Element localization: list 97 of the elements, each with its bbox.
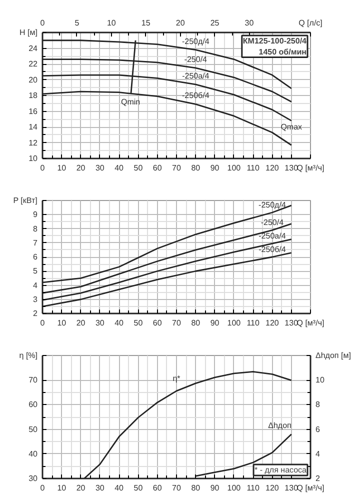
x-tick-label: 100 bbox=[227, 484, 242, 492]
series-label: -250/4 bbox=[260, 218, 284, 228]
x-tick-label: 130 bbox=[284, 484, 299, 492]
x-tick-label: 60 bbox=[152, 318, 162, 328]
y-axis-title: η [%] bbox=[19, 351, 38, 360]
x-tick-label: 80 bbox=[191, 484, 201, 492]
x-tick-label: 120 bbox=[266, 484, 280, 492]
y-tick-label: 18 bbox=[28, 91, 38, 100]
x-tick-label: 130 bbox=[284, 318, 299, 328]
x-tick-label: 60 bbox=[152, 164, 162, 172]
x-tick-label: 80 bbox=[191, 318, 201, 328]
x2-tick-label: 10 bbox=[106, 18, 116, 28]
y2-axis-title: Δhдоп [м] bbox=[316, 351, 351, 360]
x2-tick-label: 0 bbox=[40, 18, 46, 28]
x-tick-label: 110 bbox=[246, 164, 260, 172]
y-tick-label: 12 bbox=[28, 138, 38, 148]
x2-tick-label: 30 bbox=[244, 18, 254, 28]
series-label: Δhдоп bbox=[268, 421, 292, 430]
x-tick-label: 0 bbox=[40, 318, 46, 328]
y-tick-label: 2 bbox=[33, 309, 38, 318]
x-tick-label: 20 bbox=[76, 484, 86, 492]
y-tick-label: 5 bbox=[33, 266, 38, 276]
x-tick-label: 100 bbox=[227, 164, 242, 172]
annotation: КМ125-100-250/4 1450 об/мин bbox=[242, 36, 308, 56]
y-tick-label: 60 bbox=[28, 400, 38, 410]
x-tick-label: 30 bbox=[95, 318, 105, 328]
x-tick-label: 70 bbox=[172, 484, 182, 492]
x2-axis-title: Q [л/с] bbox=[298, 18, 322, 28]
x2-tick-label: 15 bbox=[141, 18, 151, 28]
y-tick-label: 8 bbox=[33, 224, 38, 234]
y-tick-label: 20 bbox=[28, 75, 38, 84]
x2-tick-label: 25 bbox=[210, 18, 220, 28]
x-tick-label: 60 bbox=[152, 484, 162, 492]
x-tick-label: 120 bbox=[266, 164, 280, 172]
y-tick-label: 40 bbox=[28, 449, 38, 458]
x-tick-label: 30 bbox=[95, 164, 105, 172]
y2-tick-label: 6 bbox=[316, 424, 320, 434]
annotation: Qmax bbox=[280, 122, 302, 132]
x-tick-label: 20 bbox=[76, 164, 86, 172]
x-tick-label: 10 bbox=[57, 164, 67, 172]
x-tick-label: 10 bbox=[57, 318, 67, 328]
series-label: -250д/4 bbox=[182, 36, 210, 46]
annotation: Qmin bbox=[121, 98, 140, 106]
x-tick-label: 20 bbox=[76, 318, 86, 328]
x-axis-title: Q [м³/ч] bbox=[296, 318, 324, 328]
x-tick-label: 0 bbox=[40, 164, 46, 172]
y-tick-label: 9 bbox=[33, 210, 38, 220]
x-tick-label: 130 bbox=[284, 164, 299, 172]
x2-tick-label: 20 bbox=[176, 18, 186, 28]
x-tick-label: 110 bbox=[246, 318, 260, 328]
x-tick-label: 50 bbox=[134, 484, 144, 492]
x-tick-label: 90 bbox=[210, 484, 220, 492]
y-tick-label: 50 bbox=[28, 424, 38, 434]
series-label: η* bbox=[172, 374, 180, 383]
y-tick-label: 14 bbox=[28, 122, 38, 132]
annotation: * - для насоса bbox=[254, 466, 308, 474]
y-axis-title: H [м] bbox=[20, 28, 38, 37]
y-tick-label: 4 bbox=[33, 280, 38, 290]
x-axis-title: Q [м³/ч] bbox=[296, 484, 324, 492]
series-label: -250б/4 bbox=[258, 245, 286, 254]
x-tick-label: 40 bbox=[114, 164, 124, 172]
x-tick-label: 110 bbox=[246, 484, 260, 492]
y2-tick-label: 2 bbox=[316, 474, 320, 483]
series-label: -250д/4 bbox=[258, 200, 286, 210]
y2-tick-label: 4 bbox=[316, 449, 320, 458]
series-label: -250а/4 bbox=[182, 71, 210, 80]
y-tick-label: 30 bbox=[28, 474, 38, 483]
y-tick-label: 24 bbox=[28, 44, 38, 53]
y-tick-label: 6 bbox=[33, 252, 38, 262]
x-tick-label: 10 bbox=[57, 484, 67, 492]
y-tick-label: 70 bbox=[28, 376, 38, 385]
y-tick-label: 3 bbox=[33, 294, 38, 304]
x-tick-label: 40 bbox=[114, 484, 124, 492]
y2-tick-label: 10 bbox=[316, 376, 325, 385]
y-tick-label: 7 bbox=[33, 238, 38, 248]
x-axis-title: Q [м³/ч] bbox=[296, 164, 324, 172]
y-tick-label: 22 bbox=[28, 60, 38, 68]
x-tick-label: 120 bbox=[266, 318, 280, 328]
x-tick-label: 70 bbox=[172, 164, 182, 172]
y-axis-title: P [кВт] bbox=[13, 196, 38, 205]
x-tick-label: 80 bbox=[191, 164, 201, 172]
x-tick-label: 100 bbox=[227, 318, 242, 328]
x-tick-label: 30 bbox=[95, 484, 105, 492]
x-tick-label: 50 bbox=[134, 318, 144, 328]
x-tick-label: 90 bbox=[210, 318, 220, 328]
y-tick-label: 16 bbox=[28, 106, 38, 116]
x-tick-label: 0 bbox=[40, 484, 46, 492]
series-label: -250/4 bbox=[184, 54, 208, 64]
series-label: -250б/4 bbox=[182, 91, 210, 100]
x2-tick-label: 5 bbox=[74, 18, 80, 28]
x-tick-label: 40 bbox=[114, 318, 124, 328]
y2-tick-label: 8 bbox=[316, 400, 320, 410]
y-tick-label: 10 bbox=[28, 154, 38, 163]
series-label: -250а/4 bbox=[258, 232, 286, 241]
x-tick-label: 90 bbox=[210, 164, 220, 172]
x-tick-label: 50 bbox=[134, 164, 144, 172]
x-tick-label: 70 bbox=[172, 318, 182, 328]
